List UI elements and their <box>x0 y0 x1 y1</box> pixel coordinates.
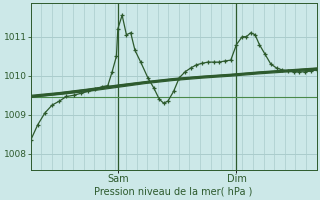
X-axis label: Pression niveau de la mer( hPa ): Pression niveau de la mer( hPa ) <box>94 187 253 197</box>
